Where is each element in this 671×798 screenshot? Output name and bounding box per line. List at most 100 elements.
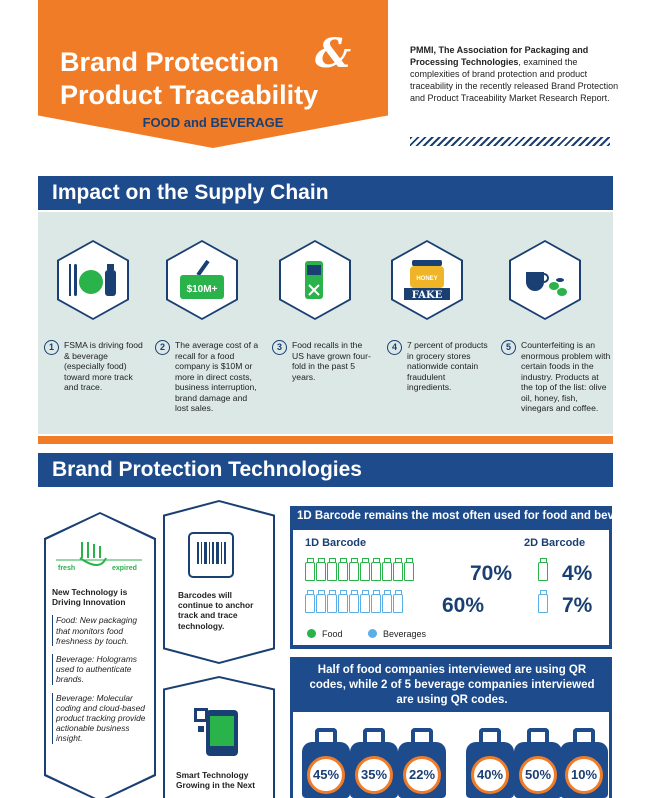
jug-6-cap xyxy=(573,728,595,742)
jug-1-value: 45% xyxy=(307,756,345,794)
barcode-panel-heading: 1D Barcode remains the most often used f… xyxy=(297,510,648,522)
jug-4-cap xyxy=(479,728,501,742)
bottle-icon xyxy=(316,590,326,613)
col-1d-label: 1D Barcode xyxy=(305,537,367,549)
bev-1d-bottles xyxy=(305,590,404,618)
bottle-icon xyxy=(349,558,359,581)
bottle-icon xyxy=(316,558,326,581)
orange-divider xyxy=(38,436,613,444)
qr-phone-icon xyxy=(194,708,238,756)
bottle-icon xyxy=(360,590,370,613)
jug-6-value: 10% xyxy=(565,756,603,794)
legend-bev-dot xyxy=(368,629,377,638)
title-line-2: Product Traceability xyxy=(60,80,319,110)
fact-3-text: Food recalls in the US have grown four-f… xyxy=(292,340,371,382)
fact-3: 3 Food recalls in the US have grown four… xyxy=(272,340,372,382)
jug-1-cap xyxy=(315,728,337,742)
supply-chain-heading: Impact on the Supply Chain xyxy=(38,176,613,210)
jug-5-value: 50% xyxy=(519,756,557,794)
qr-phone-icon-wrap xyxy=(192,706,242,763)
fact-5-text: Counterfeiting is an enormous problem wi… xyxy=(521,340,611,413)
bottle-icon xyxy=(305,590,315,613)
fact-4: 4 7 percent of products in grocery store… xyxy=(387,340,492,393)
intro-org: PMMI, The Association for Packaging and … xyxy=(410,45,589,67)
jug-1: 45% xyxy=(302,742,350,798)
jug-4-value: 40% xyxy=(471,756,509,794)
jug-2: 35% xyxy=(350,742,398,798)
jug-2-value: 35% xyxy=(355,756,393,794)
fake-stamp-label: FAKE xyxy=(412,290,443,301)
title-line-1: Brand Protection xyxy=(60,47,280,77)
bottle-icon xyxy=(393,590,403,613)
bottle-icon xyxy=(338,590,348,613)
fresh-expired-hand-icon: fresh expired xyxy=(56,542,142,572)
bottle-icon xyxy=(327,590,337,613)
fresh-label: fresh xyxy=(58,565,75,572)
fact-4-number: 4 xyxy=(387,340,402,355)
fact-1-number: 1 xyxy=(44,340,59,355)
can-recall-icon xyxy=(305,261,323,299)
food-2d-bottle xyxy=(538,558,549,586)
jug-5: 50% xyxy=(514,742,562,798)
card-innovation-item-1: Food: New packaging that monitors food f… xyxy=(52,615,148,647)
bottle-icon xyxy=(349,590,359,613)
qr-panel-heading: Half of food companies interviewed are u… xyxy=(309,664,595,706)
food-2d-value: 4% xyxy=(562,562,593,585)
bottle-icon xyxy=(538,558,548,581)
card-innovation-item-2: Beverage: Holograms used to authenticate… xyxy=(52,654,148,685)
fact-5: 5 Counterfeiting is an enormous problem … xyxy=(501,340,611,414)
col-2d-label: 2D Barcode xyxy=(524,537,586,549)
bottle-icon xyxy=(371,590,381,613)
card-barcodes-fill xyxy=(165,502,273,662)
title-ampersand: & xyxy=(315,30,352,77)
intro-paragraph: PMMI, The Association for Packaging and … xyxy=(410,44,620,104)
title-subtitle: FOOD and BEVERAGE xyxy=(142,115,284,130)
expired-label: expired xyxy=(112,565,137,572)
coffee-olive-icon xyxy=(526,272,567,296)
bottle-icon xyxy=(393,558,403,581)
jug-6: 10% xyxy=(560,742,608,798)
fact-3-number: 3 xyxy=(272,340,287,355)
food-1d-bottles xyxy=(305,558,415,586)
bottle-icon xyxy=(327,558,337,581)
fact-2-text: The average cost of a recall for a food … xyxy=(175,340,259,413)
barcode-phone-icon xyxy=(188,532,234,578)
jug-3: 22% xyxy=(398,742,446,798)
card-innovation-fill xyxy=(46,514,154,798)
bev-2d-value: 7% xyxy=(562,594,593,617)
bottle-icon xyxy=(305,558,315,581)
bottle-icon xyxy=(382,558,392,581)
card-innovation-title: New Technology is Driving Innovation xyxy=(52,587,128,608)
jug-4: 40% xyxy=(466,742,514,798)
legend-food-dot xyxy=(307,629,316,638)
jug-3-value: 22% xyxy=(403,756,441,794)
bev-1d-value: 60% xyxy=(442,594,485,617)
fact-1: 1 FSMA is driving food & beverage (espec… xyxy=(44,340,144,393)
intro-text: , examined the complexities of brand pro… xyxy=(410,57,619,103)
food-1d-value: 70% xyxy=(470,562,513,585)
bottle-icon xyxy=(382,590,392,613)
fact-1-text: FSMA is driving food & beverage (especia… xyxy=(64,340,143,392)
card-barcodes-text: Barcodes will continue to anchor track a… xyxy=(178,590,254,631)
bev-2d-bottle xyxy=(538,590,549,618)
barcode-panel-body xyxy=(293,530,609,645)
fact-4-text: 7 percent of products in grocery stores … xyxy=(407,340,488,392)
basket-label: $10M+ xyxy=(187,284,218,295)
hatch-divider xyxy=(410,137,610,146)
legend-food-label: Food xyxy=(322,629,343,639)
jug-5-cap xyxy=(527,728,549,742)
title-banner xyxy=(38,0,388,148)
legend-bev-label: Beverages xyxy=(383,629,427,639)
bottle-icon xyxy=(404,558,414,581)
technologies-heading: Brand Protection Technologies xyxy=(38,453,613,487)
fact-2-number: 2 xyxy=(155,340,170,355)
bottle-icon xyxy=(360,558,370,581)
jug-3-cap xyxy=(411,728,433,742)
fact-2: 2 The average cost of a recall for a foo… xyxy=(155,340,260,414)
card-innovation-item-3: Beverage: Molecular coding and cloud-bas… xyxy=(52,692,148,744)
bottle-icon xyxy=(538,590,548,613)
bottle-icon xyxy=(371,558,381,581)
fact-5-number: 5 xyxy=(501,340,516,355)
card-innovation-content: fresh expired New Technology is Driving … xyxy=(52,536,148,744)
jug-2-cap xyxy=(363,728,385,742)
